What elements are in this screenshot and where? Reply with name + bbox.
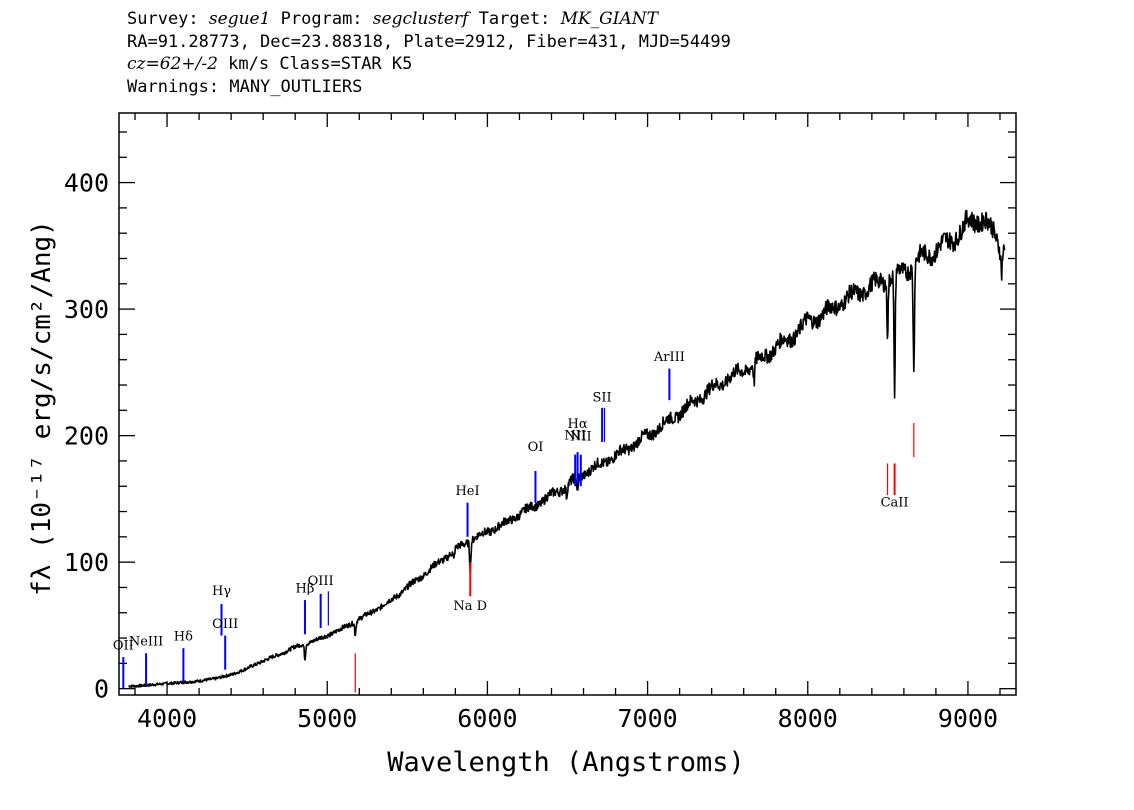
program-label: Program: (280, 9, 363, 29)
survey-value: segue1 (208, 9, 271, 29)
survey-label: Survey: (127, 9, 199, 29)
line-marker-label: CaII (881, 495, 909, 510)
x-tick-labels: 4000 5000 6000 7000 8000 9000 (137, 704, 998, 733)
header-warnings: Warnings: MANY_OUTLIERS (127, 76, 363, 97)
program-value: segclusterf (372, 9, 469, 29)
spectrum-header: Survey: segue1 Program: segclusterf Targ… (127, 8, 731, 98)
line-marker-label: OIII (212, 617, 238, 632)
header-line-3: cz=62+/-2 km/s Class=STAR K5 (127, 53, 731, 76)
class-value: km/s Class=STAR K5 (228, 54, 413, 74)
x-tick-label: 5000 (297, 704, 357, 733)
line-marker-label: Hα (568, 417, 588, 432)
line-marker-label: OII (113, 638, 134, 653)
y-axis-label: fλ (10⁻¹⁷ erg/s/cm²/Ang) (27, 220, 57, 596)
line-marker-label: NII (570, 430, 592, 445)
x-tick-label: 4000 (137, 704, 197, 733)
y-tick-label: 200 (64, 422, 109, 451)
line-marker-label: NII (564, 428, 586, 443)
header-line-1: Survey: segue1 Program: segclusterf Targ… (127, 8, 731, 31)
spectrum-line (128, 209, 1006, 688)
line-marker-label: OI (528, 440, 544, 455)
y-tick-label: 300 (64, 295, 109, 324)
target-value: MK_GIANT (560, 9, 658, 29)
target-label: Target: (478, 9, 551, 29)
plot-frame (118, 112, 1017, 696)
line-marker-label: Hβ (296, 582, 315, 597)
x-tick-label: 8000 (778, 704, 838, 733)
x-tick-label: 7000 (617, 704, 677, 733)
line-marker-label: NeIII (129, 635, 163, 650)
y-axis-label-text: fλ (10⁻¹⁷ erg/s/cm²/Ang) (27, 220, 57, 596)
x-axis-label: Wavelength (Angstroms) (387, 747, 745, 778)
line-marker-label: Hγ (212, 584, 231, 599)
y-tick-label: 0 (94, 675, 109, 704)
x-tick-label: 6000 (457, 704, 517, 733)
line-marker-label: HeI (455, 484, 479, 499)
line-marker-label: OIII (308, 574, 334, 589)
line-marker-label: Na D (453, 599, 487, 614)
line-marker-label: Hδ (174, 630, 193, 645)
axis-ticks (119, 113, 1016, 695)
redshift-value: cz=62+/-2 (127, 54, 218, 74)
y-tick-label: 100 (64, 548, 109, 577)
y-tick-label: 400 (64, 169, 109, 198)
y-tick-labels: 0 100 200 300 400 (64, 169, 109, 704)
line-marker-label: ArIII (653, 350, 685, 365)
x-tick-label: 9000 (938, 704, 998, 733)
line-marker-label: SII (593, 390, 612, 405)
header-line-2: RA=91.28773, Dec=23.88318, Plate=2912, F… (127, 31, 731, 52)
